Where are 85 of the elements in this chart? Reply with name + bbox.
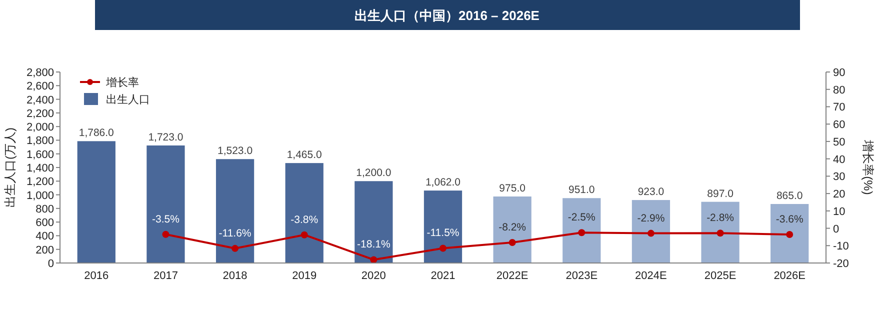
data-label: 897.0 <box>707 188 734 200</box>
chart-title: 出生人口（中国）2016 – 2026E <box>354 8 540 23</box>
point <box>232 244 239 252</box>
point <box>300 231 308 238</box>
point <box>440 244 446 252</box>
point <box>647 230 654 237</box>
y-tick-label: 1,600 <box>26 148 54 161</box>
data-label: 1,786.0 <box>78 127 114 140</box>
point <box>786 231 794 238</box>
bar <box>562 198 601 263</box>
y2-tick-label: 30 <box>833 171 846 184</box>
point <box>716 230 724 237</box>
y-tick-label: 1,000 <box>26 190 54 202</box>
data-label: -3.8% <box>290 214 318 226</box>
x-tick-label: 2016 <box>84 270 109 282</box>
bar <box>701 202 740 263</box>
y-tick-label: 400 <box>36 230 54 243</box>
data-label: 1,062.0 <box>425 176 461 189</box>
y2-axis-title: 增长率(%) <box>861 139 875 195</box>
y2-tick-label: 70 <box>833 102 846 114</box>
x-tick-label: 2026E <box>774 270 806 282</box>
legend-label: 增长率 <box>105 76 139 89</box>
y-tick-label: 800 <box>36 203 54 216</box>
bar <box>493 196 532 263</box>
data-label: -2.8% <box>706 212 734 224</box>
data-label: -18.1% <box>357 238 390 251</box>
y2-tick-label: 20 <box>833 188 846 201</box>
x-tick-label: 2021 <box>430 270 456 282</box>
bar <box>770 204 809 263</box>
point <box>578 229 586 236</box>
y2-tick-label: -10 <box>833 240 849 253</box>
x-tick-label: 2018 <box>222 270 248 282</box>
data-label: -2.9% <box>637 212 665 224</box>
x-tick-label: 2020 <box>361 270 386 282</box>
legend-label: 出生人口 <box>106 93 150 106</box>
data-label: -11.5% <box>426 227 460 240</box>
y-tick-label: 2,800 <box>26 67 54 79</box>
y-tick-label: 2,400 <box>26 94 54 106</box>
y2-tick-label: 60 <box>833 119 846 132</box>
data-label: -8.2% <box>498 222 526 234</box>
data-label: 865.0 <box>776 190 803 202</box>
y-tick-label: 1,200 <box>26 176 54 188</box>
y2-tick-label: 80 <box>833 84 846 96</box>
bar <box>354 181 393 263</box>
point <box>370 256 378 264</box>
bar <box>632 200 670 263</box>
point <box>162 230 170 238</box>
data-label: -2.5% <box>568 212 596 224</box>
y-tick-label: 1,800 <box>26 135 54 148</box>
y-tick-label: 0 <box>48 258 54 270</box>
y2-tick-label: 50 <box>833 136 846 148</box>
y-tick-label: 1,400 <box>26 162 54 174</box>
y-tick-label: 200 <box>36 244 54 256</box>
bar <box>146 145 185 263</box>
x-tick-label: 2024E <box>635 270 667 282</box>
data-label: 1,465.0 <box>286 149 322 162</box>
x-tick-label: 2017 <box>153 270 178 282</box>
y-tick-label: 2,600 <box>26 80 54 93</box>
y-axis-title: 出生人口(万人) <box>3 128 17 208</box>
data-label: -11.6% <box>218 227 252 240</box>
data-label: 951.0 <box>568 184 595 196</box>
x-tick-label: 2025E <box>704 270 736 282</box>
bar <box>77 141 116 263</box>
data-label: 1,200.0 <box>356 167 392 180</box>
data-label: -3.5% <box>152 213 180 226</box>
data-label: 1,723.0 <box>148 131 184 144</box>
y2-tick-label: 90 <box>833 67 846 79</box>
bar <box>285 163 324 263</box>
data-label: 1,523.0 <box>218 145 253 158</box>
data-label: 975.0 <box>499 182 526 194</box>
y-tick-label: 2,200 <box>26 108 54 120</box>
bar <box>216 159 254 263</box>
x-tick-label: 2019 <box>292 270 317 282</box>
y2-tick-label: 10 <box>833 206 846 218</box>
y2-tick-label: 40 <box>833 154 846 166</box>
x-tick-label: 2023E <box>566 270 598 282</box>
data-label: -3.6% <box>776 214 804 226</box>
y-tick-label: 600 <box>36 217 54 230</box>
x-tick-label: 2022E <box>496 270 528 282</box>
y-tick-label: 2,000 <box>26 122 54 134</box>
y2-tick-label: 0 <box>833 223 840 236</box>
point <box>508 239 516 246</box>
data-label: 923.0 <box>638 186 664 198</box>
y2-tick-label: -20 <box>833 258 849 270</box>
bar <box>424 190 462 263</box>
